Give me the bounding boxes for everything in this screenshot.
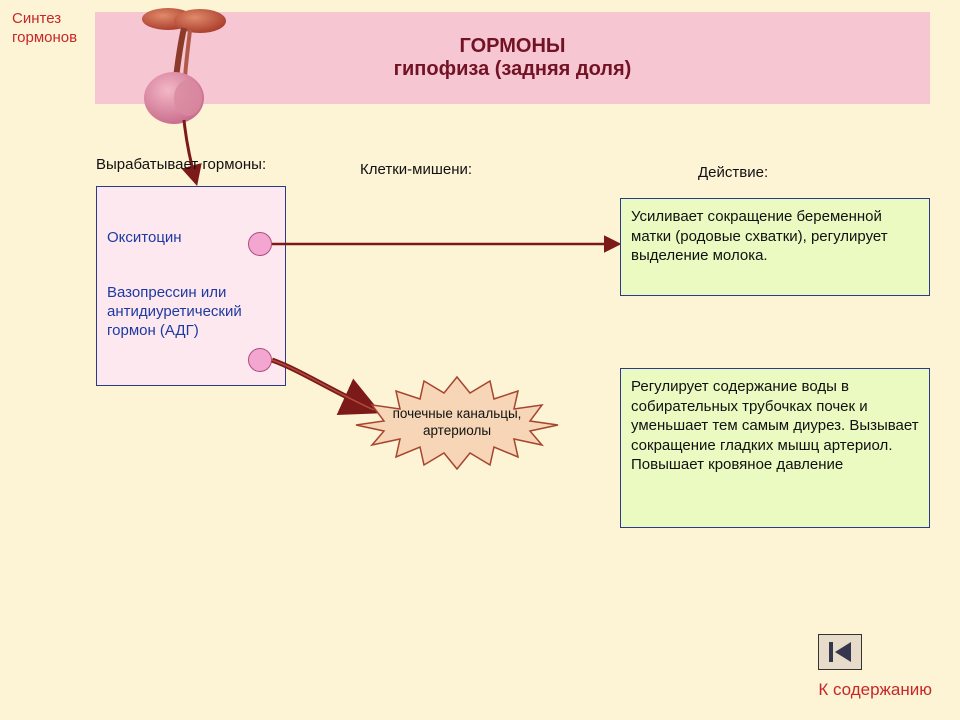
hormone-marker-2: [248, 348, 272, 372]
arrow-gland-to-box: [168, 120, 228, 190]
synthesis-link[interactable]: Синтез гормонов: [12, 10, 92, 48]
contents-link[interactable]: К содержанию: [818, 680, 932, 700]
column-header-produces: Вырабатывает гормоны:: [96, 156, 266, 173]
target-cells-label: почечные канальцы, артериолы: [352, 375, 562, 470]
pituitary-gland-illustration: [130, 6, 240, 136]
action-oxytocin: Усиливает сокращение беременной матки (р…: [620, 198, 930, 296]
target-cells-node: почечные канальцы, артериолы: [352, 375, 562, 470]
hormone-marker-1: [248, 232, 272, 256]
action-vasopressin: Регулирует содержание воды в собирательн…: [620, 368, 930, 528]
nav-back-button[interactable]: [818, 634, 862, 670]
column-header-targets: Клетки-мишени:: [360, 161, 472, 178]
hormone-vasopressin: Вазопрессин или антидиуретический гормон…: [107, 284, 275, 340]
nav-back-bar-icon: [829, 642, 833, 662]
column-header-action: Действие:: [698, 164, 768, 181]
title-line2: гипофиза (задняя доля): [394, 58, 632, 81]
arrow-oxytocin-to-action: [272, 236, 622, 256]
title-line1: ГОРМОНЫ: [460, 35, 566, 58]
nav-back-arrow-icon: [835, 642, 851, 662]
